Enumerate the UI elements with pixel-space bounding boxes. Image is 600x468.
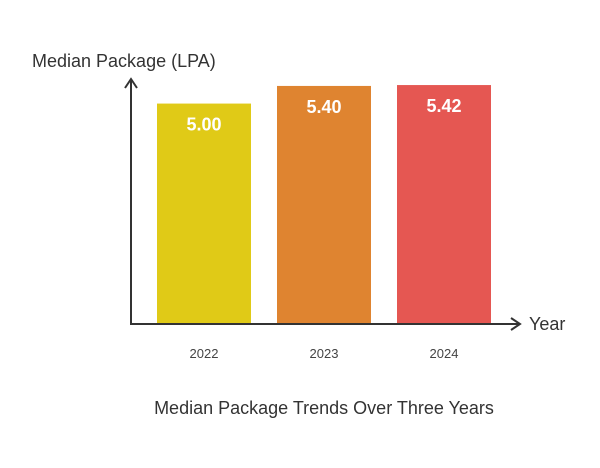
y-axis-label: Median Package (LPA): [32, 51, 216, 71]
x-tick-label-2023: 2023: [310, 346, 339, 361]
y-axis-arrow-icon: [124, 77, 138, 89]
x-axis-label: Year: [529, 314, 565, 334]
bar-2023: [277, 85, 371, 324]
x-tick-label-2024: 2024: [430, 346, 459, 361]
data-label-2023: 5.40: [306, 97, 341, 117]
data-label-2022: 5.00: [186, 115, 221, 135]
x-tick-label-2022: 2022: [190, 346, 219, 361]
chart-title: Median Package Trends Over Three Years: [154, 398, 494, 418]
data-label-2024: 5.42: [426, 96, 461, 116]
x-axis-arrow-icon: [510, 317, 522, 331]
bar-2022: [157, 103, 251, 325]
bar-2024: [397, 85, 491, 324]
